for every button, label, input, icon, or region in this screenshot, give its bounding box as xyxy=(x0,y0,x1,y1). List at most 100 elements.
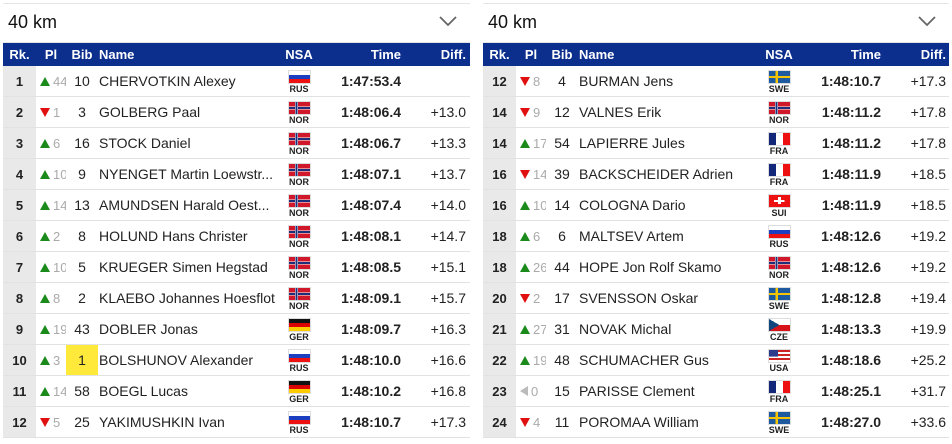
athlete-name[interactable]: POROMAA William xyxy=(579,414,699,430)
distance-selector[interactable]: 40 km xyxy=(3,3,470,43)
athlete-name[interactable]: BOEGL Lucas xyxy=(99,383,188,399)
diff-cell: +16.8 xyxy=(430,383,466,399)
table-row[interactable]: 23 0 15 PARISSE Clement FRA 1:48:25.1 +31.7 xyxy=(483,376,949,407)
column-header-bib[interactable]: Bib xyxy=(551,47,573,62)
place-change-value: 6 xyxy=(533,228,541,244)
athlete-name[interactable]: KRUEGER Simen Hegstad xyxy=(99,259,268,275)
table-row[interactable]: 12 5 25 YAKIMUSHKIN Ivan RUS 1:48:10.7 +17.3 xyxy=(3,407,470,438)
column-header-rk[interactable]: Rk. xyxy=(489,47,510,62)
nsa-code: NOR xyxy=(289,238,309,249)
column-header-rk[interactable]: Rk. xyxy=(9,47,30,62)
arrow-up-icon xyxy=(520,262,530,272)
diff-cell: +13.3 xyxy=(430,135,466,151)
nsa-code: SUI xyxy=(771,207,787,218)
nsa-cell: GER xyxy=(281,376,317,406)
nsa-code: NOR xyxy=(289,145,309,156)
bib-cell: 10 xyxy=(74,73,90,89)
nsa-cell: FRA xyxy=(761,376,797,406)
rank-cell: 14 xyxy=(483,97,516,127)
column-header-nsa[interactable]: NSA xyxy=(765,47,793,62)
athlete-name[interactable]: BURMAN Jens xyxy=(579,73,674,89)
rank-cell: 9 xyxy=(3,314,36,344)
athlete-name[interactable]: MALTSEV Artem xyxy=(579,228,684,244)
athlete-name[interactable]: CHERVOTKIN Alexey xyxy=(99,73,236,89)
athlete-name[interactable]: KLAEBO Johannes Hoesflot xyxy=(99,290,275,306)
table-row[interactable]: 1 44 10 CHERVOTKIN Alexey RUS 1:47:53.4 xyxy=(3,66,470,97)
table-row[interactable]: 7 10 5 KRUEGER Simen Hegstad NOR 1:48:08.5 +15… xyxy=(3,252,470,283)
nsa-code: NOR xyxy=(289,176,309,187)
athlete-name[interactable]: BOLSHUNOV Alexander xyxy=(99,352,254,368)
athlete-name[interactable]: VALNES Erik xyxy=(579,104,662,120)
table-row[interactable]: 18 26 44 HOPE Jon Rolf Skamo NOR 1:48:12.6 +19… xyxy=(483,252,949,283)
athlete-name[interactable]: BACKSCHEIDER Adrien xyxy=(579,166,734,182)
table-row[interactable]: 6 2 8 HOLUND Hans Christer NOR 1:48:08.1 +14.7 xyxy=(3,221,470,252)
bib-cell: 1 xyxy=(66,345,98,375)
bib-cell: 48 xyxy=(554,352,570,368)
place-change-value: 14 xyxy=(533,166,546,182)
place-change-cell: 19 xyxy=(516,345,546,375)
athlete-name[interactable]: HOLUND Hans Christer xyxy=(99,228,248,244)
athlete-name[interactable]: COLOGNA Dario xyxy=(579,197,686,213)
time-cell: 1:48:09.7 xyxy=(341,321,401,337)
table-row[interactable]: 9 19 43 DOBLER Jonas GER 1:48:09.7 +16.3 xyxy=(3,314,470,345)
table-row[interactable]: 3 6 16 STOCK Daniel NOR 1:48:06.7 +13.3 xyxy=(3,128,470,159)
table-row[interactable]: 14 17 54 LAPIERRE Jules FRA 1:48:11.2 +17.8 xyxy=(483,128,949,159)
athlete-name[interactable]: GOLBERG Paal xyxy=(99,104,201,120)
arrow-down-icon xyxy=(520,417,530,427)
column-header-nsa[interactable]: NSA xyxy=(285,47,313,62)
athlete-name[interactable]: AMUNDSEN Harald Oest... xyxy=(99,197,270,213)
table-row[interactable]: 10 3 1 BOLSHUNOV Alexander RUS 1:48:10.0 +16.6 xyxy=(3,345,470,376)
column-header-bib[interactable]: Bib xyxy=(71,47,93,62)
time-cell: 1:48:11.2 xyxy=(821,104,881,120)
athlete-name[interactable]: SCHUMACHER Gus xyxy=(579,352,709,368)
time-cell: 1:48:11.2 xyxy=(821,135,881,151)
table-row[interactable]: 11 14 58 BOEGL Lucas GER 1:48:10.2 +16.8 xyxy=(3,376,470,407)
column-header-diff[interactable]: Diff. xyxy=(920,47,946,62)
results-panel-left: 40 km Rk. Pl Bib Name NSA Time Diff. 1 44 10 CHERVO… xyxy=(3,0,470,438)
nsa-cell: NOR xyxy=(761,252,797,282)
column-header-pl[interactable]: Pl xyxy=(524,47,538,62)
nsa-cell: NOR xyxy=(281,190,317,220)
flag-ger-icon xyxy=(287,379,311,394)
athlete-name[interactable]: NOVAK Michal xyxy=(579,321,672,337)
table-row[interactable]: 5 14 13 AMUNDSEN Harald Oest... NOR 1:48:07.4… xyxy=(3,190,470,221)
rank-cell: 6 xyxy=(3,221,36,251)
distance-selector[interactable]: 40 km xyxy=(483,3,949,43)
column-header-time[interactable]: Time xyxy=(370,47,401,62)
nsa-cell: CZE xyxy=(761,314,797,344)
table-row[interactable]: 2 1 3 GOLBERG Paal NOR 1:48:06.4 +13.0 xyxy=(3,97,470,128)
column-header-name[interactable]: Name xyxy=(579,47,615,62)
athlete-name[interactable]: DOBLER Jonas xyxy=(99,321,198,337)
table-row[interactable]: 16 10 14 COLOGNA Dario SUI 1:48:11.9 +18.5 xyxy=(483,190,949,221)
place-change-value: 8 xyxy=(533,73,541,89)
athlete-name[interactable]: SVENSSON Oskar xyxy=(579,290,699,306)
table-row[interactable]: 16 14 39 BACKSCHEIDER Adrien FRA 1:48:11.9 +18… xyxy=(483,159,949,190)
table-row[interactable]: 18 6 6 MALTSEV Artem RUS 1:48:12.6 +19.2 xyxy=(483,221,949,252)
athlete-name[interactable]: YAKIMUSHKIN Ivan xyxy=(99,414,225,430)
rank-cell: 23 xyxy=(483,376,516,406)
athlete-name[interactable]: HOPE Jon Rolf Skamo xyxy=(579,259,722,275)
chevron-down-icon[interactable] xyxy=(438,14,458,28)
flag-usa-icon xyxy=(767,348,791,363)
table-row[interactable]: 22 19 48 SCHUMACHER Gus USA 1:48:18.6 +25.2 xyxy=(483,345,949,376)
table-row[interactable]: 24 4 11 POROMAA William SWE 1:48:27.0 +33.6 xyxy=(483,407,949,438)
athlete-name[interactable]: STOCK Daniel xyxy=(99,135,191,151)
column-header-diff[interactable]: Diff. xyxy=(440,47,466,62)
table-row[interactable]: 21 27 31 NOVAK Michal CZE 1:48:13.3 +19.9 xyxy=(483,314,949,345)
table-row[interactable]: 12 8 4 BURMAN Jens SWE 1:48:10.7 +17.3 xyxy=(483,66,949,97)
place-change-value: 2 xyxy=(53,228,61,244)
table-row[interactable]: 14 9 12 VALNES Erik NOR 1:48:11.2 +17.8 xyxy=(483,97,949,128)
table-row[interactable]: 4 10 9 NYENGET Martin Loewstr... NOR 1:48:07.… xyxy=(3,159,470,190)
athlete-name[interactable]: LAPIERRE Jules xyxy=(579,135,685,151)
place-change-cell: 10 xyxy=(36,159,66,189)
column-header-pl[interactable]: Pl xyxy=(44,47,58,62)
flag-nor-icon xyxy=(287,162,311,177)
table-row[interactable]: 20 2 17 SVENSSON Oskar SWE 1:48:12.8 +19.4 xyxy=(483,283,949,314)
flag-fra-icon xyxy=(767,379,791,394)
athlete-name[interactable]: NYENGET Martin Loewstr... xyxy=(99,166,274,182)
athlete-name[interactable]: PARISSE Clement xyxy=(579,383,695,399)
column-header-name[interactable]: Name xyxy=(99,47,135,62)
chevron-down-icon[interactable] xyxy=(917,14,937,28)
column-header-time[interactable]: Time xyxy=(850,47,881,62)
table-row[interactable]: 8 8 2 KLAEBO Johannes Hoesflot NOR 1:48:09.1 +… xyxy=(3,283,470,314)
